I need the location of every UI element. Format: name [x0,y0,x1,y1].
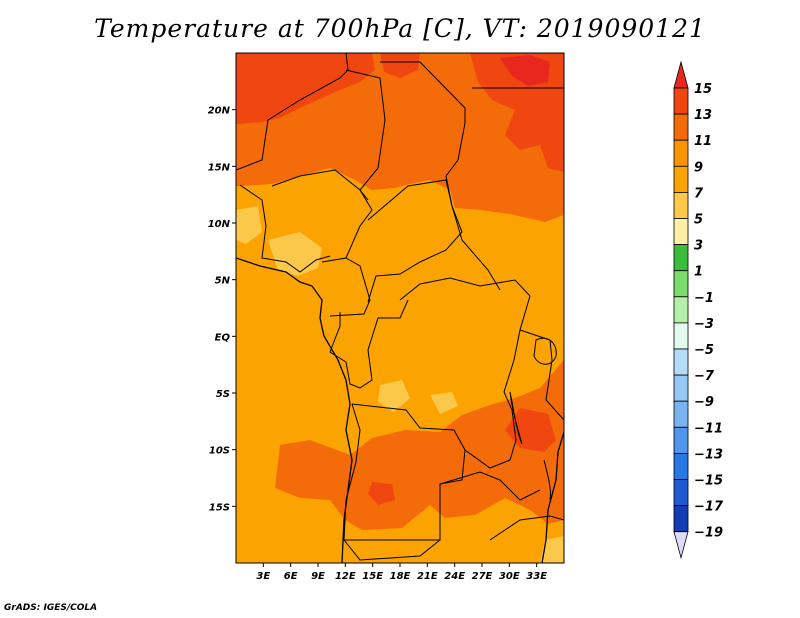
colorbar-swatch [673,270,689,298]
colorbar-label: −15 [694,474,723,489]
lat-tick-label: 5N [215,276,231,287]
lon-tick-label: 21E [417,571,438,582]
colorbar-swatch [673,348,689,376]
colorbar-swatch [673,165,689,193]
colorbar-swatch [673,426,689,454]
border-lake-tanganyika [509,391,523,445]
border-libya-sudan [380,61,466,123]
border-east [519,329,564,421]
colorbar-label: −3 [694,317,714,332]
longitude-axis: 3E 6E 9E 12E 15E 18E 21E 24E 27E 30E 33E [256,563,547,582]
coast-west [236,257,353,563]
colorbar-swatch [673,479,689,507]
border-cameroon [329,257,371,317]
colorbar-label: −5 [694,343,714,358]
colorbar-swatch [673,218,689,246]
border-congo [329,299,409,389]
colorbar-label: 7 [694,186,704,201]
lat-tick-label: 10S [209,446,230,457]
lon-tick-label: 6E [284,571,298,582]
colorbar-top-arrow [673,60,689,89]
grads-credit: GrADS: IGES/COLA [4,603,98,613]
border-zambia [439,471,541,501]
border-drc-east [351,359,517,469]
lat-tick-label: 15N [208,162,231,173]
lon-tick-label: 33E [526,571,547,582]
lat-tick-label: 15S [209,502,230,513]
field-cool-west [236,206,262,244]
field-southeast-hot [505,408,556,452]
colorbar-swatch [673,244,689,272]
colorbar-label: 1 [694,265,703,280]
colorbar-label: 13 [694,108,712,123]
latitude-axis: 20N 15N 10N 5N EQ 5S 10S 15S [208,106,236,513]
colorbar-label: −19 [694,526,723,541]
lat-tick-label: 20N [208,106,231,117]
field-south-hot [368,482,395,505]
border-namibia [343,539,441,561]
lat-tick-label: 5S [216,389,230,400]
colorbar-swatch [673,374,689,402]
temperature-field [236,53,564,563]
colorbar-swatch [673,400,689,428]
lon-tick-label: 15E [362,571,383,582]
border-car [367,179,463,303]
colorbar-label: −9 [694,395,714,410]
field-northwest-hot [236,53,375,124]
lon-tick-label: 9E [311,571,325,582]
field-peak-hot [500,55,550,86]
colorbar-swatch [673,139,689,167]
lon-tick-label: 3E [256,571,270,582]
border-lake-malawi [543,459,551,501]
colorbar-bottom-arrow [673,531,689,560]
border-zimbabwe [489,515,564,541]
country-borders [236,53,564,561]
field-cool-nigeria [268,232,322,276]
field-north-hot [380,53,420,78]
colorbar-label: 3 [694,239,703,254]
lon-tick-label: 18E [390,571,411,582]
colorbar-swatch [673,113,689,141]
colorbar: 15 13 11 9 7 5 3 1 −1 −3 −5 −7 −9 −11 −13 −15 −17 −19 [673,60,724,560]
field-southeast-warm [275,360,564,530]
colorbar-swatch [673,87,689,115]
border-nigeria [271,169,373,263]
border-west-africa [239,184,331,273]
colorbar-label: 5 [694,213,703,228]
colorbar-label: 15 [694,82,712,97]
lat-tick-label: EQ [215,332,231,343]
colorbar-label: −17 [694,500,724,515]
colorbar-swatch [673,505,689,533]
lon-tick-label: 24E [444,571,465,582]
lat-tick-label: 10N [208,219,231,230]
field-cool-east [430,392,458,414]
colorbar-swatch [673,322,689,350]
colorbar-swatch [673,296,689,324]
colorbar-label: −7 [694,369,715,384]
colorbar-label: 11 [694,134,712,149]
coastline [236,257,564,563]
colorbar-swatch [673,452,689,480]
colorbar-swatch [673,191,689,219]
colorbar-label: −13 [694,447,723,462]
field-cool-center [378,380,410,412]
lon-tick-label: 12E [335,571,356,582]
border-lake-victoria [533,337,557,365]
lon-tick-label: 30E [499,571,520,582]
colorbar-label: −1 [694,291,714,306]
colorbar-label: 9 [694,160,703,175]
chart-title: Temperature at 700hPa [C], VT: 201909012… [94,14,706,43]
border-drc-north [399,277,531,361]
coast-east [541,431,564,563]
lon-tick-label: 27E [472,571,493,582]
colorbar-label: −11 [694,421,723,436]
